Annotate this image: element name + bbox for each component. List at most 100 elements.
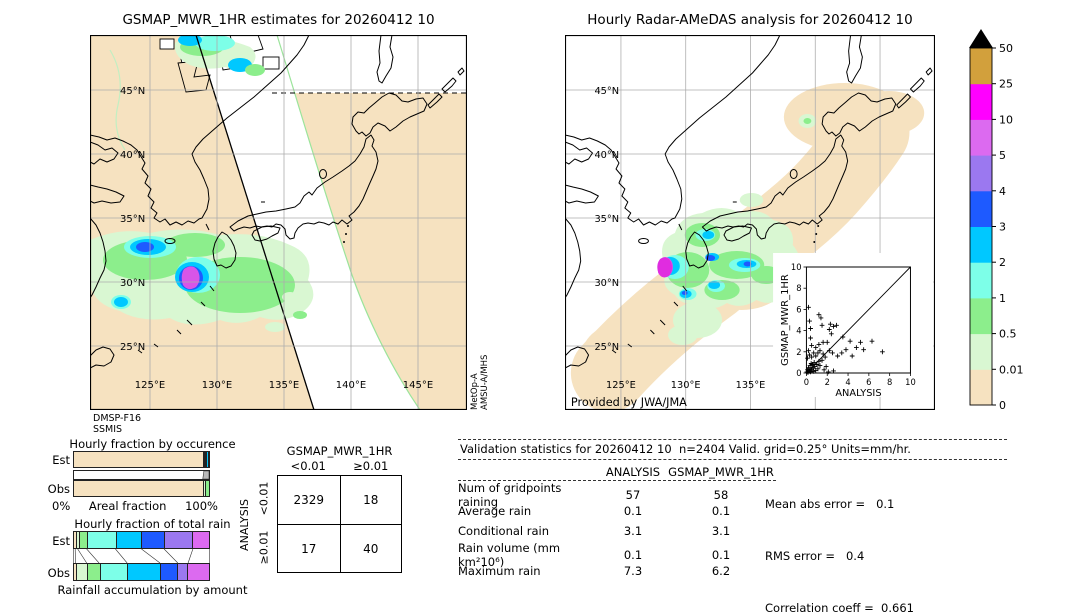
svg-text:25: 25 [999,78,1013,91]
bar-segment [205,452,208,467]
svg-text:8: 8 [796,283,801,293]
bar-segment [127,564,160,580]
occurrence-obs-bar [73,480,210,497]
stats-row-label: Conditional rain [458,524,550,538]
svg-text:0: 0 [999,399,1006,412]
bar-segment [202,481,205,496]
bar-segment [203,452,205,467]
stats-col-gsmap: GSMAP_MWR_1HR [668,465,774,479]
bar-segment [115,532,142,548]
swath-edge-contour [276,35,421,410]
svg-text:40°N: 40°N [120,150,145,161]
stats-row: Rain volume (mm km²10⁶) 0.1 0.1 [458,541,776,569]
axis-min-label: 0% [52,499,71,513]
stats-value-gsmap: 3.1 [711,524,731,538]
stats-header: Validation statistics for 20260412 10 n=… [458,439,1007,460]
bar-segment [87,532,116,548]
occurrence-axis: 0% Areal fraction 100% [52,499,218,513]
colorbar: 0 0.01 0.5 1 2 3 4 5 10 25 50 [969,29,1024,412]
rain-cluster-kyushu [657,114,817,345]
colorbar-tick-labels: 0 0.01 0.5 1 2 3 4 5 10 25 50 [992,42,1024,412]
occurrence-link-strip [73,470,210,480]
svg-text:135°E: 135°E [269,380,299,391]
occurrence-est-label: Est [52,453,70,467]
metric-line: Mean abs error = 0.1 [765,497,895,512]
svg-text:50: 50 [999,42,1013,55]
contingency-row-label-ge: ≥0.01 [257,530,271,565]
totalrain-chart-title: Hourly fraction of total rain [74,517,231,531]
svg-text:1: 1 [999,292,1006,305]
stats-value-gsmap: 0.1 [711,548,731,562]
svg-text:4: 4 [796,326,801,336]
svg-text:5: 5 [999,149,1006,162]
svg-text:130°E: 130°E [202,380,232,391]
radar-amedas-map: 45°N 40°N 35°N 30°N 25°N 125°E 130°E 135… [565,35,935,410]
stats-row: Conditional rain 3.1 3.1 [458,521,776,541]
svg-text:25°N: 25°N [594,342,619,353]
svg-text:0.01: 0.01 [999,363,1024,376]
stats-value-gsmap: 58 [713,488,729,502]
svg-text:6: 6 [796,304,801,314]
stats-table-header: ANALYSIS GSMAP_MWR_1HR [458,464,776,481]
stats-value-analysis: 57 [625,488,641,502]
map-tick-labels: 45°N 40°N 35°N 30°N 25°N 125°E 130°E 135… [120,86,433,391]
svg-text:2: 2 [796,347,801,357]
stats-value-analysis: 7.3 [623,564,643,578]
bar-segment [78,532,88,548]
stats-row-label: Num of gridpoints raining [458,481,562,509]
bar-segment [187,564,209,580]
rain-cluster-30N [90,229,314,332]
colorbar-over-arrow [969,29,993,48]
colorbar-cells [970,48,992,406]
svg-text:135°E: 135°E [736,380,766,391]
svg-text:4: 4 [845,377,850,387]
scatter-points [804,304,885,375]
contingency-cell: 18 [339,476,402,524]
bar-segment [74,564,77,580]
bar-segment [177,564,188,580]
svg-text:0: 0 [796,368,801,378]
stats-row: Average rain 0.1 0.1 [458,501,776,521]
svg-text:0.5: 0.5 [999,328,1017,341]
bar-segment [76,564,88,580]
left-map-title: GSMAP_MWR_1HR estimates for 20260412 10 [122,12,435,28]
stats-row-label: Average rain [458,504,532,518]
svg-text:2: 2 [999,256,1006,269]
bar-segment [74,481,203,496]
map-tick-labels: 45°N 40°N 35°N 30°N 25°N 125°E 130°E 135… [594,86,765,391]
bar-segment [74,452,203,467]
svg-text:140°E: 140°E [336,380,366,391]
bar-segment [192,532,209,548]
svg-text:125°E: 125°E [135,380,165,391]
stats-value-analysis: 3.1 [623,524,643,538]
occurrence-obs-label: Obs [47,482,70,496]
svg-text:4: 4 [999,185,1006,198]
svg-text:45°N: 45°N [120,86,145,97]
inset-ylabel: GSMAP_MWR_1HR [780,274,791,366]
bar-segment [204,481,209,496]
bar-segment [202,452,204,467]
svg-text:30°N: 30°N [594,278,619,289]
inset-tick-labels: 00 2 2 4 4 6 6 8 8 10 10 [791,262,916,387]
bar-segment [87,564,100,580]
stats-row: Num of gridpoints raining 57 58 [458,481,776,509]
bar-segment [204,452,206,467]
rain-patches-north [174,35,265,76]
axis-max-label: 100% [185,499,218,513]
totalrain-est-bar [73,531,210,549]
occurrence-est-bar [73,451,210,468]
credit-text: Provided by JWA/JMA [571,395,687,409]
svg-text:130°E: 130°E [671,380,701,391]
grid-lines [90,35,467,410]
svg-text:6: 6 [866,377,871,387]
bar-segment [207,452,209,467]
svg-text:10: 10 [791,262,802,272]
svg-text:45°N: 45°N [594,86,619,97]
bar-segment [141,532,164,548]
contingency-col-labels: <0.01 ≥0.01 [277,459,402,473]
svg-text:40°N: 40°N [594,150,619,161]
bar-segment [163,532,193,548]
stats-value-analysis: 0.1 [623,548,643,562]
svg-text:35°N: 35°N [594,214,619,225]
